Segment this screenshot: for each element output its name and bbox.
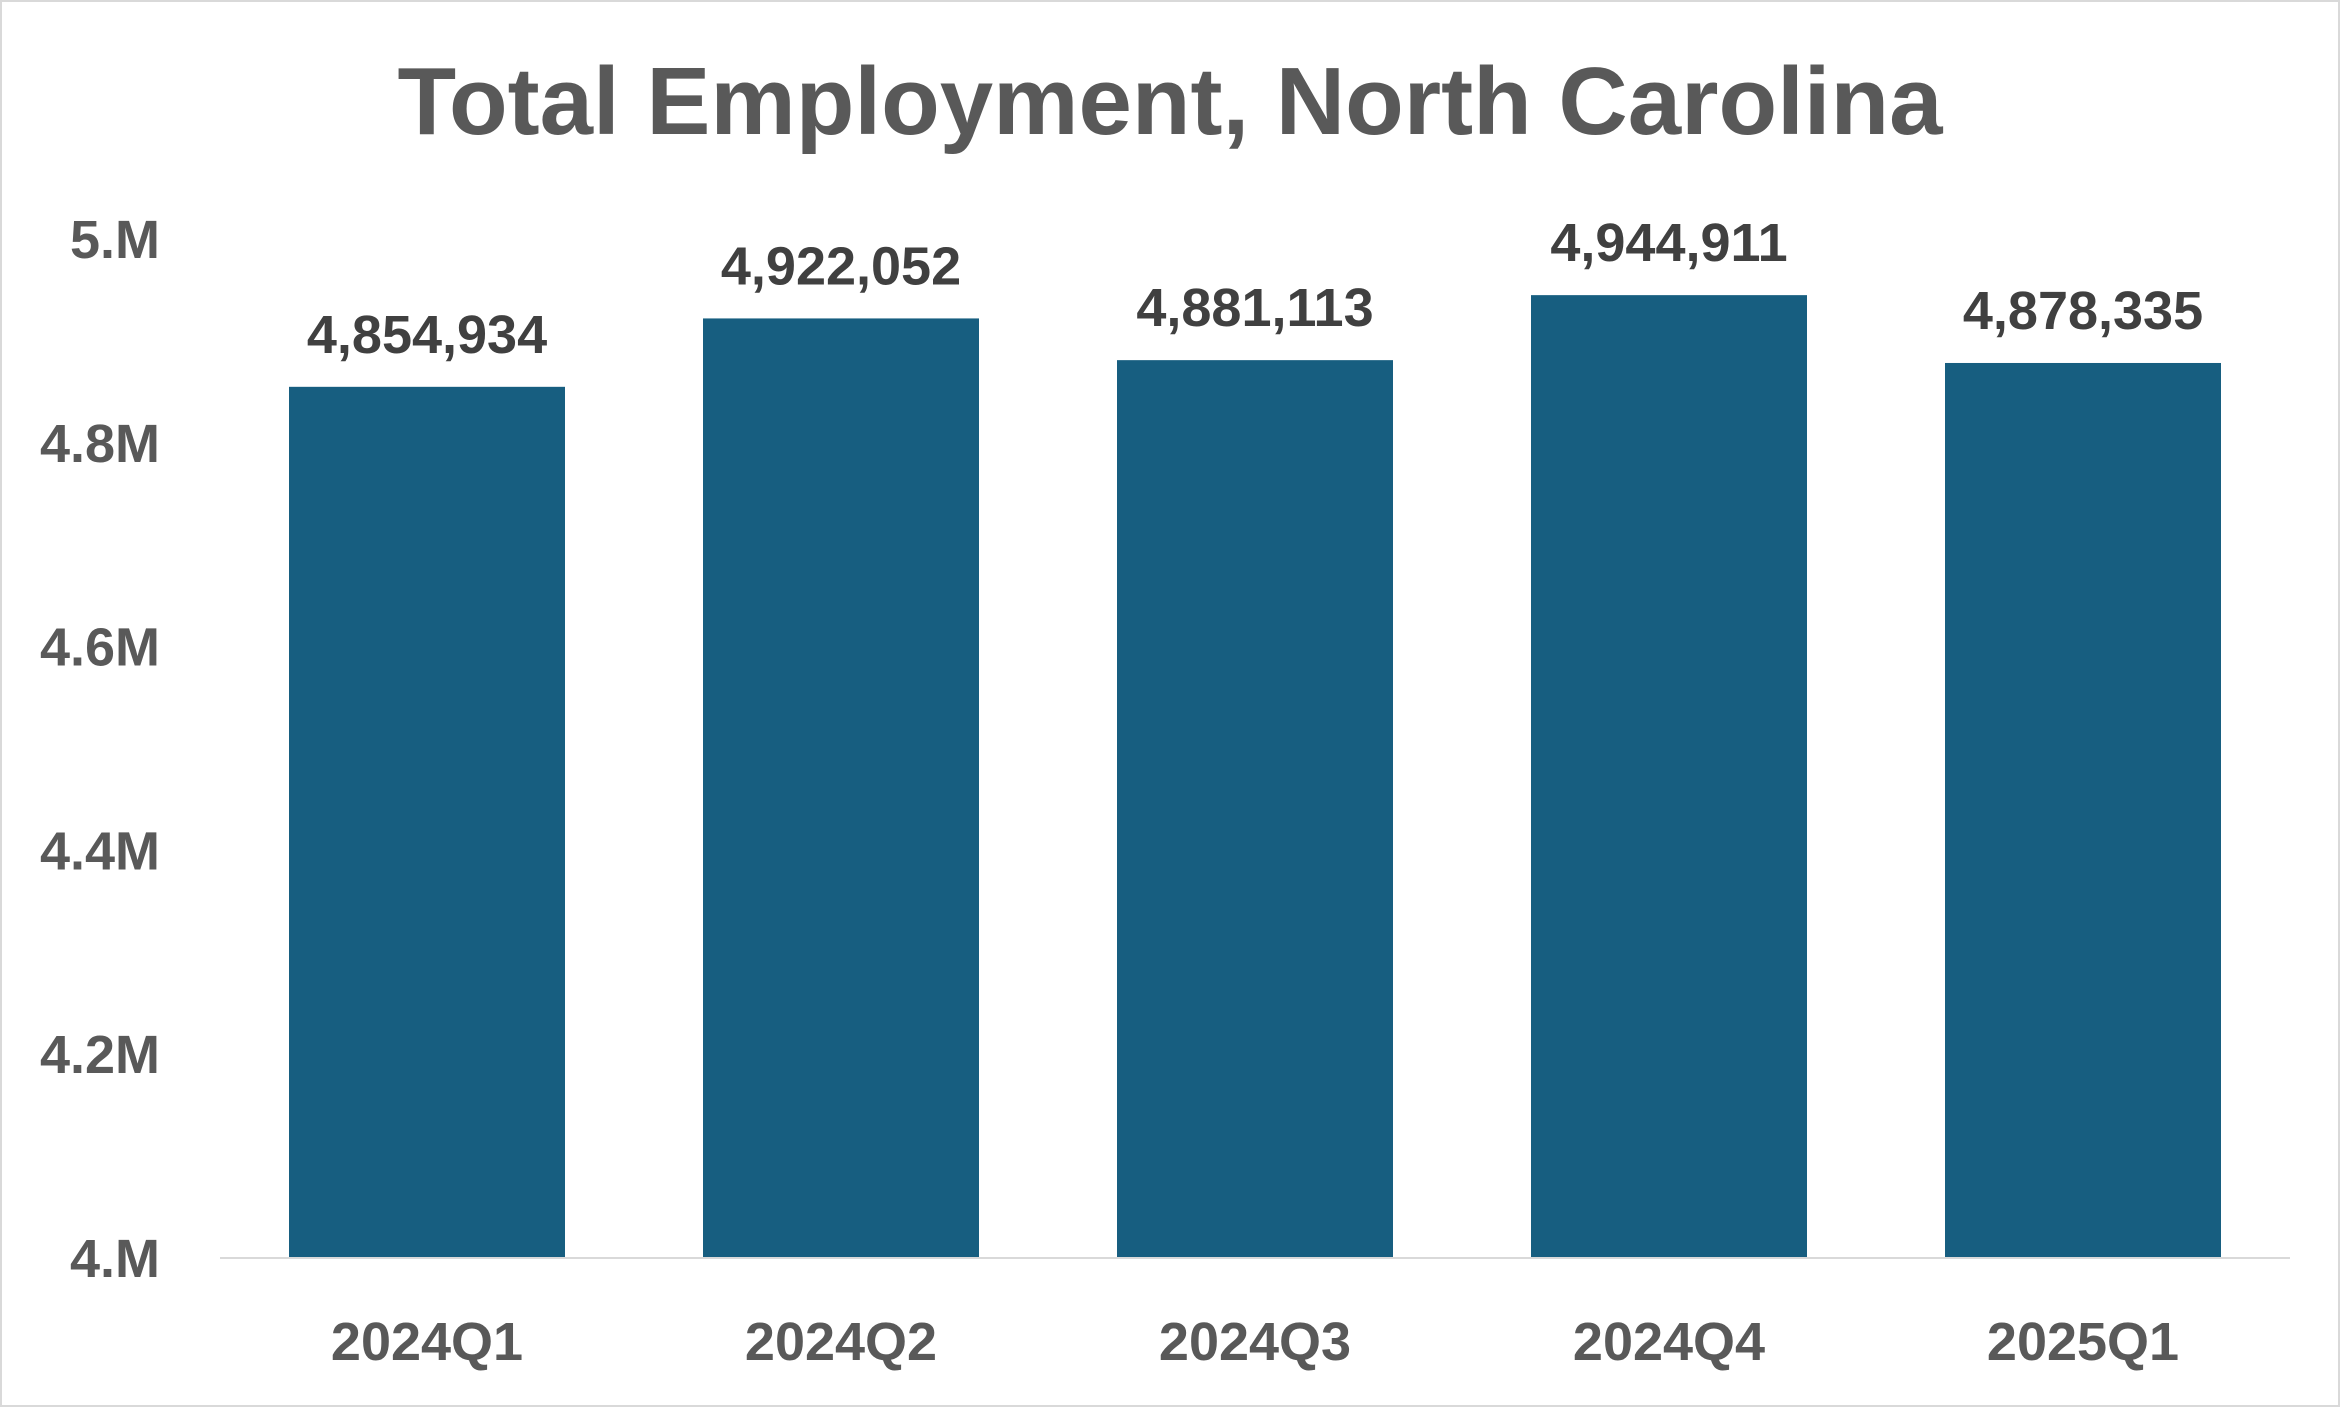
bar [289,386,565,1258]
data-label: 4,881,113 [1136,278,1373,338]
data-labels-group: 4,854,934 4,922,052 4,881,113 4,944,911 4,87… [307,213,2203,365]
bar [703,318,979,1258]
x-axis-ticks: 2024Q1 2024Q2 2024Q3 2024Q4 2025Q1 [331,1312,2179,1372]
bar [1531,295,1807,1258]
data-label: 4,944,911 [1550,213,1787,273]
x-tick-label: 2024Q1 [331,1312,523,1372]
bars-group [289,295,2221,1258]
x-tick-label: 2025Q1 [1987,1312,2179,1372]
y-axis-ticks: 4.M 4.2M 4.4M 4.6M 4.8M 5.M [40,210,160,1289]
x-tick-label: 2024Q3 [1159,1312,1351,1372]
y-tick-label: 4.M [70,1229,160,1289]
bar [1945,362,2221,1258]
y-tick-label: 4.4M [40,821,160,881]
bar [1117,360,1393,1258]
data-label: 4,854,934 [307,305,547,365]
y-tick-label: 4.8M [40,414,160,474]
chart-title: Total Employment, North Carolina [398,48,1944,155]
y-tick-label: 4.2M [40,1025,160,1085]
data-label: 4,922,052 [721,236,961,296]
data-label: 4,878,335 [1963,281,2203,341]
x-tick-label: 2024Q2 [745,1312,937,1372]
y-tick-label: 4.6M [40,618,160,678]
x-tick-label: 2024Q4 [1573,1312,1765,1372]
y-tick-label: 5.M [70,210,160,270]
